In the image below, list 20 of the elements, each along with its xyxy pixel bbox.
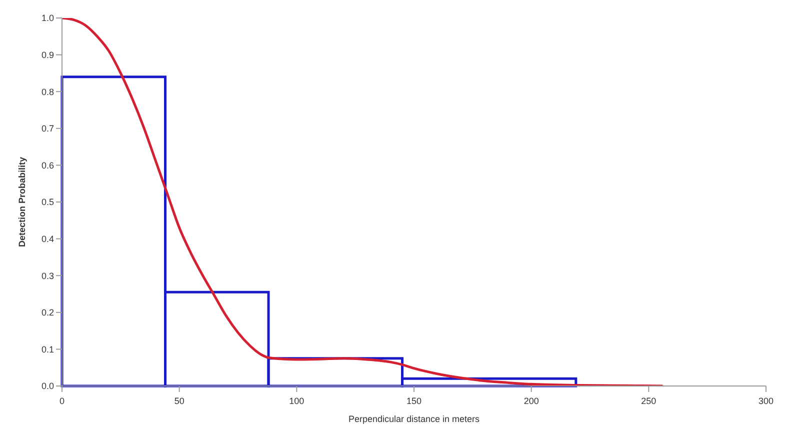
y-tick-label: 0.5 [41, 197, 54, 208]
y-tick-label: 0.9 [41, 50, 54, 60]
y-tick-label: 0.8 [41, 86, 54, 97]
y-tick-label: 0.4 [41, 234, 54, 244]
y-tick-label: 0.2 [41, 308, 54, 318]
x-tick-label: 250 [641, 396, 656, 406]
x-tick-label: 150 [406, 396, 422, 406]
y-axis-title: Detection Probability [17, 156, 28, 248]
x-tick-label: 0 [59, 396, 65, 406]
x-tick-label: 200 [524, 396, 539, 406]
y-tick-label: 0.6 [41, 160, 54, 170]
x-axis-title: Perpendicular distance in meters [348, 414, 480, 424]
x-tick-label: 50 [174, 396, 184, 406]
x-tick-label: 100 [289, 396, 304, 406]
x-tick-label: 300 [758, 396, 774, 406]
y-tick-label: 0.1 [41, 344, 54, 354]
y-tick-label: 0.3 [41, 270, 54, 281]
y-tick-label: 0.0 [41, 381, 54, 392]
y-tick-label: 0.7 [41, 124, 54, 134]
y-tick-label: 1.0 [41, 13, 54, 24]
